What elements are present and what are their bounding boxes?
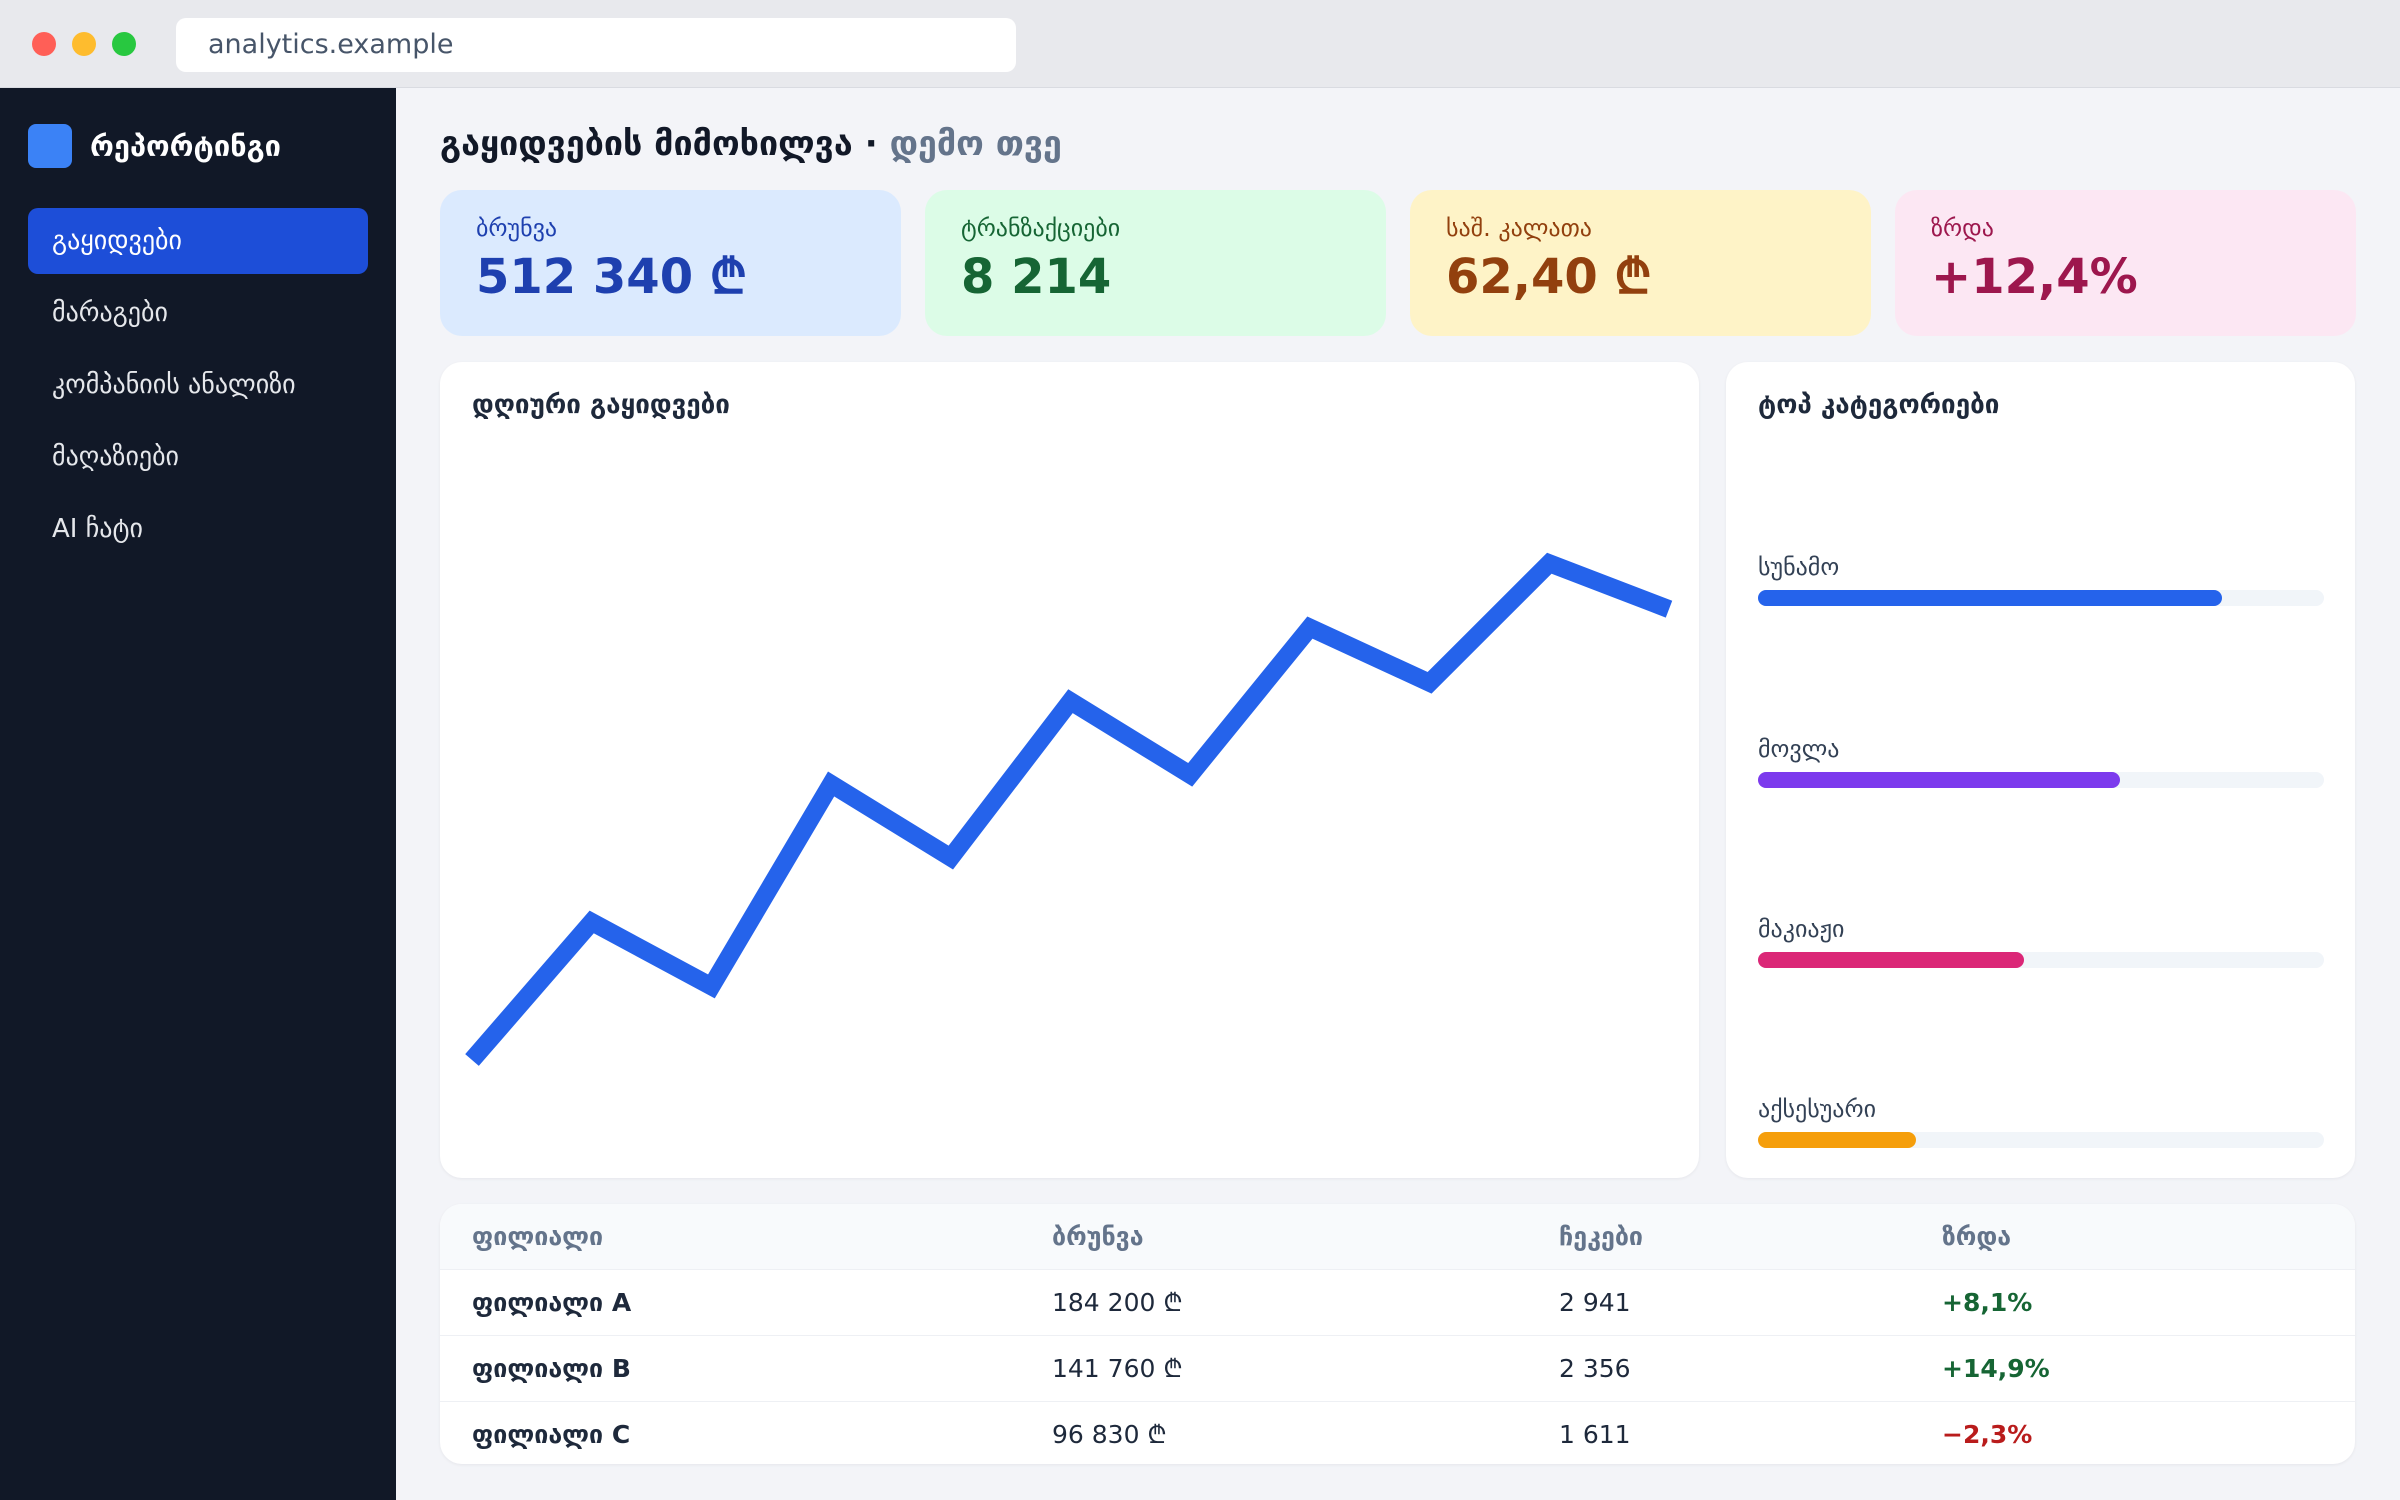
table-row[interactable]: ფილიალი A 184 200 ₾ 2 941 +8,1% xyxy=(440,1270,2355,1336)
category-label: მოვლა xyxy=(1758,735,1840,763)
category-bar-fill xyxy=(1758,590,2223,606)
table-header-row: ფილიალი ბრუნვა ჩეკები ზრდა xyxy=(440,1204,2355,1270)
sales-line xyxy=(465,552,1673,1066)
branches-table: ფილიალი ბრუნვა ჩეკები ზრდა ფილიალი A 184… xyxy=(440,1204,2355,1464)
page-title: გაყიდვების მიმოხილვა · დემო თვე xyxy=(440,118,1062,170)
branch-name: ფილიალი A xyxy=(472,1288,632,1317)
branch-checks: 1 611 xyxy=(1559,1420,1631,1449)
top-categories-card: ტოპ კატეგორიები სუნამო მოვლა მაკიაჟი აქს… xyxy=(1726,362,2355,1178)
category-bar-track xyxy=(1758,772,2324,788)
branch-growth: +8,1% xyxy=(1942,1288,2033,1317)
sidebar-item-sales[interactable]: გაყიდვები xyxy=(28,208,368,274)
kpi-value: 62,40 ₾ xyxy=(1446,249,1652,305)
category-item: სუნამო xyxy=(1758,552,2324,606)
branch-name: ფილიალი C xyxy=(472,1420,631,1449)
branch-checks: 2 941 xyxy=(1559,1288,1631,1317)
table-row[interactable]: ფილიალი B 141 760 ₾ 2 356 +14,9% xyxy=(440,1336,2355,1402)
category-bar-track xyxy=(1758,590,2324,606)
browser-chrome: analytics.example xyxy=(0,0,2400,88)
branch-revenue: 184 200 ₾ xyxy=(1052,1288,1183,1317)
kpi-value: +12,4% xyxy=(1931,249,2138,305)
category-bar-fill xyxy=(1758,952,2025,968)
page-title-separator: · xyxy=(864,124,878,164)
sidebar-item-ai-chat[interactable]: AI ჩატი xyxy=(52,514,143,544)
column-header-growth[interactable]: ზრდა xyxy=(1942,1222,2012,1251)
category-item: აქსესუარი xyxy=(1758,1094,2324,1148)
branch-revenue: 141 760 ₾ xyxy=(1052,1354,1183,1383)
top-categories-title: ტოპ კატეგორიები xyxy=(1758,390,2000,420)
sidebar-item-company-analysis[interactable]: კომპანიის ანალიზი xyxy=(52,370,296,400)
page-title-subtitle: დემო თვე xyxy=(889,124,1062,164)
category-bar-track xyxy=(1758,952,2324,968)
kpi-card-transactions: ტრანზაქციები 8 214 xyxy=(925,190,1386,336)
kpi-card-growth: ზრდა +12,4% xyxy=(1895,190,2356,336)
kpi-card-revenue: ბრუნვა 512 340 ₾ xyxy=(440,190,901,336)
window-maximize-button[interactable] xyxy=(112,32,136,56)
category-bar-fill xyxy=(1758,772,2121,788)
category-label: სუნამო xyxy=(1758,553,1840,581)
brand[interactable]: რეპორტინგი xyxy=(28,124,281,168)
window-close-button[interactable] xyxy=(32,32,56,56)
branch-growth: −2,3% xyxy=(1942,1420,2033,1449)
kpi-value: 8 214 xyxy=(961,249,1112,305)
column-header-checks[interactable]: ჩეკები xyxy=(1559,1222,1644,1251)
branch-checks: 2 356 xyxy=(1559,1354,1631,1383)
address-bar[interactable]: analytics.example xyxy=(176,18,1016,72)
kpi-card-avg-basket: საშ. კალათა 62,40 ₾ xyxy=(1410,190,1871,336)
window-minimize-button[interactable] xyxy=(72,32,96,56)
column-header-branch[interactable]: ფილიალი xyxy=(472,1222,604,1251)
category-item: მოვლა xyxy=(1758,734,2324,788)
sidebar-item-inventory[interactable]: მარაგები xyxy=(52,298,168,328)
category-item: მაკიაჟი xyxy=(1758,914,2324,968)
category-label: მაკიაჟი xyxy=(1758,915,1845,943)
brand-name: რეპორტინგი xyxy=(90,129,282,163)
kpi-value: 512 340 ₾ xyxy=(476,249,747,305)
table-row[interactable]: ფილიალი C 96 830 ₾ 1 611 −2,3% xyxy=(440,1402,2355,1464)
kpi-label: ტრანზაქციები xyxy=(961,214,1121,242)
daily-sales-chart xyxy=(465,552,1673,1066)
sidebar-nav: გაყიდვები მარაგები კომპანიის ანალიზი მაღ… xyxy=(28,208,368,568)
sidebar: რეპორტინგი გაყიდვები მარაგები კომპანიის … xyxy=(0,88,396,1500)
category-bar-fill xyxy=(1758,1132,1917,1148)
branch-name: ფილიალი B xyxy=(472,1354,631,1383)
category-label: აქსესუარი xyxy=(1758,1095,1877,1123)
kpi-label: ბრუნვა xyxy=(476,214,558,242)
sidebar-item-stores[interactable]: მაღაზიები xyxy=(52,442,180,472)
page-title-main: გაყიდვების მიმოხილვა xyxy=(440,124,853,164)
column-header-revenue[interactable]: ბრუნვა xyxy=(1052,1222,1144,1251)
kpi-label: საშ. კალათა xyxy=(1446,214,1592,242)
daily-sales-title: დღიური გაყიდვები xyxy=(472,390,730,420)
daily-sales-card: დღიური გაყიდვები xyxy=(440,362,1699,1178)
kpi-label: ზრდა xyxy=(1931,214,1994,242)
brand-logo-icon xyxy=(28,124,72,168)
branch-revenue: 96 830 ₾ xyxy=(1052,1420,1167,1449)
branch-growth: +14,9% xyxy=(1942,1354,2050,1383)
category-bar-track xyxy=(1758,1132,2324,1148)
